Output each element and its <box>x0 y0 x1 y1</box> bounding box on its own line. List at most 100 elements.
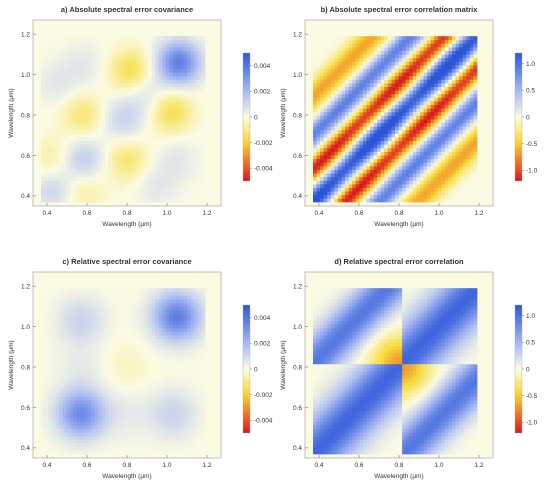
heatmap-cell <box>102 97 106 101</box>
heatmap-cell <box>91 425 95 429</box>
heatmap-cell <box>116 40 120 44</box>
heatmap-cell <box>141 36 145 40</box>
heatmap-cell <box>73 173 77 177</box>
heatmap-cell <box>80 162 84 166</box>
heatmap-cell <box>59 173 63 177</box>
heatmap-cell <box>438 79 442 83</box>
heatmap-cell <box>141 137 145 141</box>
heatmap-cell <box>349 101 353 105</box>
heatmap-cell <box>52 414 56 418</box>
heatmap-cell <box>130 155 134 159</box>
heatmap-cell <box>338 152 342 156</box>
heatmap-cell <box>456 170 460 174</box>
heatmap-cell <box>366 105 370 109</box>
heatmap-cell <box>438 112 442 116</box>
heatmap-cell <box>41 447 45 451</box>
heatmap-cell <box>94 83 98 87</box>
heatmap-cell <box>59 429 63 433</box>
heatmap-cell <box>48 105 52 109</box>
heatmap-cell <box>338 90 342 94</box>
heatmap-cell <box>84 432 88 436</box>
heatmap-cell <box>66 378 70 382</box>
heatmap-cell <box>41 357 45 361</box>
heatmap-cell <box>84 339 88 343</box>
heatmap-cell <box>77 141 81 145</box>
heatmap-cell <box>456 119 460 123</box>
heatmap-cell <box>427 155 431 159</box>
heatmap-cell <box>55 450 59 454</box>
heatmap-cell <box>77 61 81 65</box>
heatmap-cell <box>91 83 95 87</box>
heatmap-cell <box>116 133 120 137</box>
heatmap-cell <box>459 94 463 98</box>
heatmap-cell <box>62 360 66 364</box>
heatmap-cell <box>109 177 113 181</box>
heatmap-cell <box>413 170 417 174</box>
heatmap-cell <box>173 166 177 170</box>
heatmap-cell <box>356 112 360 116</box>
heatmap-cell <box>127 79 131 83</box>
heatmap-cell <box>70 105 74 109</box>
heatmap-cell <box>130 119 134 123</box>
heatmap-cell <box>334 69 338 73</box>
heatmap-cell <box>452 180 456 184</box>
heatmap-cell <box>55 288 59 292</box>
heatmap-cell <box>452 58 456 62</box>
heatmap-cell <box>416 195 420 199</box>
heatmap-cell <box>424 47 428 51</box>
heatmap-cell <box>55 159 59 163</box>
heatmap-cell <box>123 69 127 73</box>
heatmap-cell <box>334 40 338 44</box>
heatmap-cell <box>342 170 346 174</box>
heatmap-cell <box>194 148 198 152</box>
heatmap-cell <box>45 292 49 296</box>
heatmap-cell <box>409 112 413 116</box>
heatmap-cell <box>448 166 452 170</box>
heatmap-cell <box>406 195 410 199</box>
heatmap-cell <box>427 47 431 51</box>
heatmap-cell <box>384 36 388 40</box>
heatmap-cell <box>66 440 70 444</box>
heatmap-cell <box>381 144 385 148</box>
heatmap-cell <box>356 141 360 145</box>
heatmap-cell <box>416 184 420 188</box>
heatmap-cell <box>41 288 45 292</box>
heatmap-cell <box>370 166 374 170</box>
heatmap-cell <box>187 58 191 62</box>
heatmap-cell <box>166 159 170 163</box>
heatmap-cell <box>320 123 324 127</box>
heatmap-cell <box>55 198 59 202</box>
heatmap-cell <box>473 112 477 116</box>
heatmap-cell <box>48 331 52 335</box>
heatmap-cell <box>456 162 460 166</box>
heatmap-cell <box>402 133 406 137</box>
heatmap-cell <box>456 195 460 199</box>
heatmap-cell <box>130 94 134 98</box>
heatmap-cell <box>201 177 205 181</box>
heatmap-cell <box>109 94 113 98</box>
heatmap-cell <box>159 170 163 174</box>
heatmap-cell <box>409 133 413 137</box>
heatmap-cell <box>116 69 120 73</box>
heatmap-cell <box>148 126 152 130</box>
heatmap-cell <box>77 36 81 40</box>
heatmap-cell <box>41 101 45 105</box>
heatmap-cell <box>352 170 356 174</box>
heatmap-cell <box>52 155 56 159</box>
heatmap-cell <box>424 195 428 199</box>
heatmap-cell <box>342 87 346 91</box>
heatmap-cell <box>144 47 148 51</box>
heatmap-cell <box>459 51 463 55</box>
heatmap-cell <box>73 58 77 62</box>
heatmap-cell <box>48 422 52 426</box>
heatmap-cell <box>70 432 74 436</box>
heatmap-cell <box>324 61 328 65</box>
heatmap-cell <box>48 137 52 141</box>
heatmap-cell <box>112 126 116 130</box>
heatmap-cell <box>187 133 191 137</box>
heatmap-cell <box>73 137 77 141</box>
heatmap-cell <box>441 40 445 44</box>
heatmap-cell <box>334 170 338 174</box>
heatmap-cell <box>345 76 349 80</box>
heatmap-cell <box>184 51 188 55</box>
